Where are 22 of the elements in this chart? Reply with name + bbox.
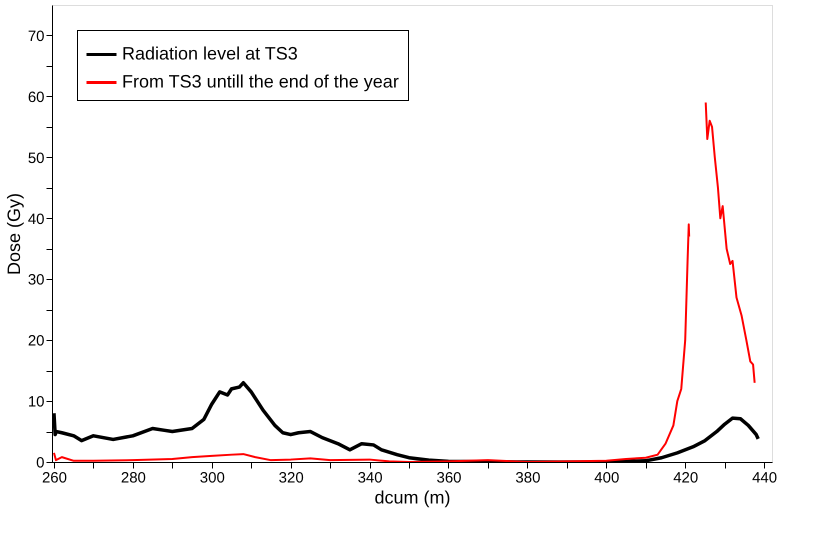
x-tick-label: 280	[120, 470, 146, 486]
x-axis-title: dcum (m)	[374, 488, 450, 508]
y-tick-label: 50	[28, 150, 44, 167]
y-tick-label: 40	[28, 210, 44, 228]
y-tick-label: 20	[28, 332, 44, 350]
x-tick-label: 260	[42, 470, 67, 486]
x-tick-label: 380	[515, 470, 540, 486]
legend-label: From TS3 untill the end of the year	[122, 72, 399, 92]
legend-label: Radiation level at TS3	[122, 44, 298, 64]
x-tick-label: 420	[673, 470, 698, 486]
y-tick-label: 10	[28, 394, 44, 411]
x-tick-label: 400	[594, 470, 620, 486]
x-tick-label: 300	[200, 470, 225, 486]
y-tick-label: 0	[36, 454, 44, 472]
x-tick-label: 320	[278, 470, 304, 486]
x-tick-label: 440	[752, 470, 778, 486]
x-tick-label: 360	[436, 470, 462, 486]
y-tick-label: 70	[28, 28, 44, 45]
y-tick-label: 60	[28, 88, 44, 106]
y-tick-label: 30	[28, 272, 44, 289]
y-axis-title: Dose (Gy)	[4, 192, 24, 276]
x-tick-label: 340	[358, 470, 383, 486]
